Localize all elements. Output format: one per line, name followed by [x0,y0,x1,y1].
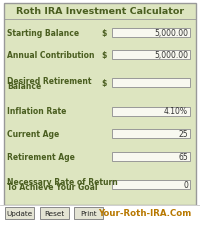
Text: Roth IRA Investment Calculator: Roth IRA Investment Calculator [16,7,184,16]
Text: Your-Roth-IRA.Com: Your-Roth-IRA.Com [98,209,192,218]
Text: 65: 65 [178,152,188,161]
Text: To Achieve Your Goal: To Achieve Your Goal [7,182,98,191]
Text: 0: 0 [183,180,188,189]
Text: $: $ [102,79,107,88]
Text: 5,000.00: 5,000.00 [154,29,188,38]
FancyBboxPatch shape [112,51,190,60]
Text: 5,000.00: 5,000.00 [154,51,188,60]
Text: Desired Retirement: Desired Retirement [7,76,92,85]
FancyBboxPatch shape [0,205,200,231]
Text: Balance: Balance [7,82,41,91]
Text: Current Age: Current Age [7,129,59,138]
FancyBboxPatch shape [112,29,190,38]
FancyBboxPatch shape [112,152,190,161]
FancyBboxPatch shape [112,180,190,189]
Text: Inflation Rate: Inflation Rate [7,107,66,116]
Text: $: $ [102,51,107,60]
FancyBboxPatch shape [112,79,190,88]
Text: $: $ [102,29,107,38]
FancyBboxPatch shape [40,207,69,219]
FancyBboxPatch shape [4,4,196,205]
Text: Print: Print [80,210,97,216]
FancyBboxPatch shape [112,107,190,116]
Text: Update: Update [6,210,33,216]
Text: Annual Contribution: Annual Contribution [7,51,95,60]
Text: Retirement Age: Retirement Age [7,152,75,161]
Text: 4.10%: 4.10% [164,107,188,116]
Text: Reset: Reset [44,210,65,216]
FancyBboxPatch shape [74,207,103,219]
Text: 25: 25 [178,129,188,138]
FancyBboxPatch shape [5,207,34,219]
FancyBboxPatch shape [112,129,190,138]
Text: Necessary Rate of Return: Necessary Rate of Return [7,177,118,186]
Text: Starting Balance: Starting Balance [7,29,79,38]
